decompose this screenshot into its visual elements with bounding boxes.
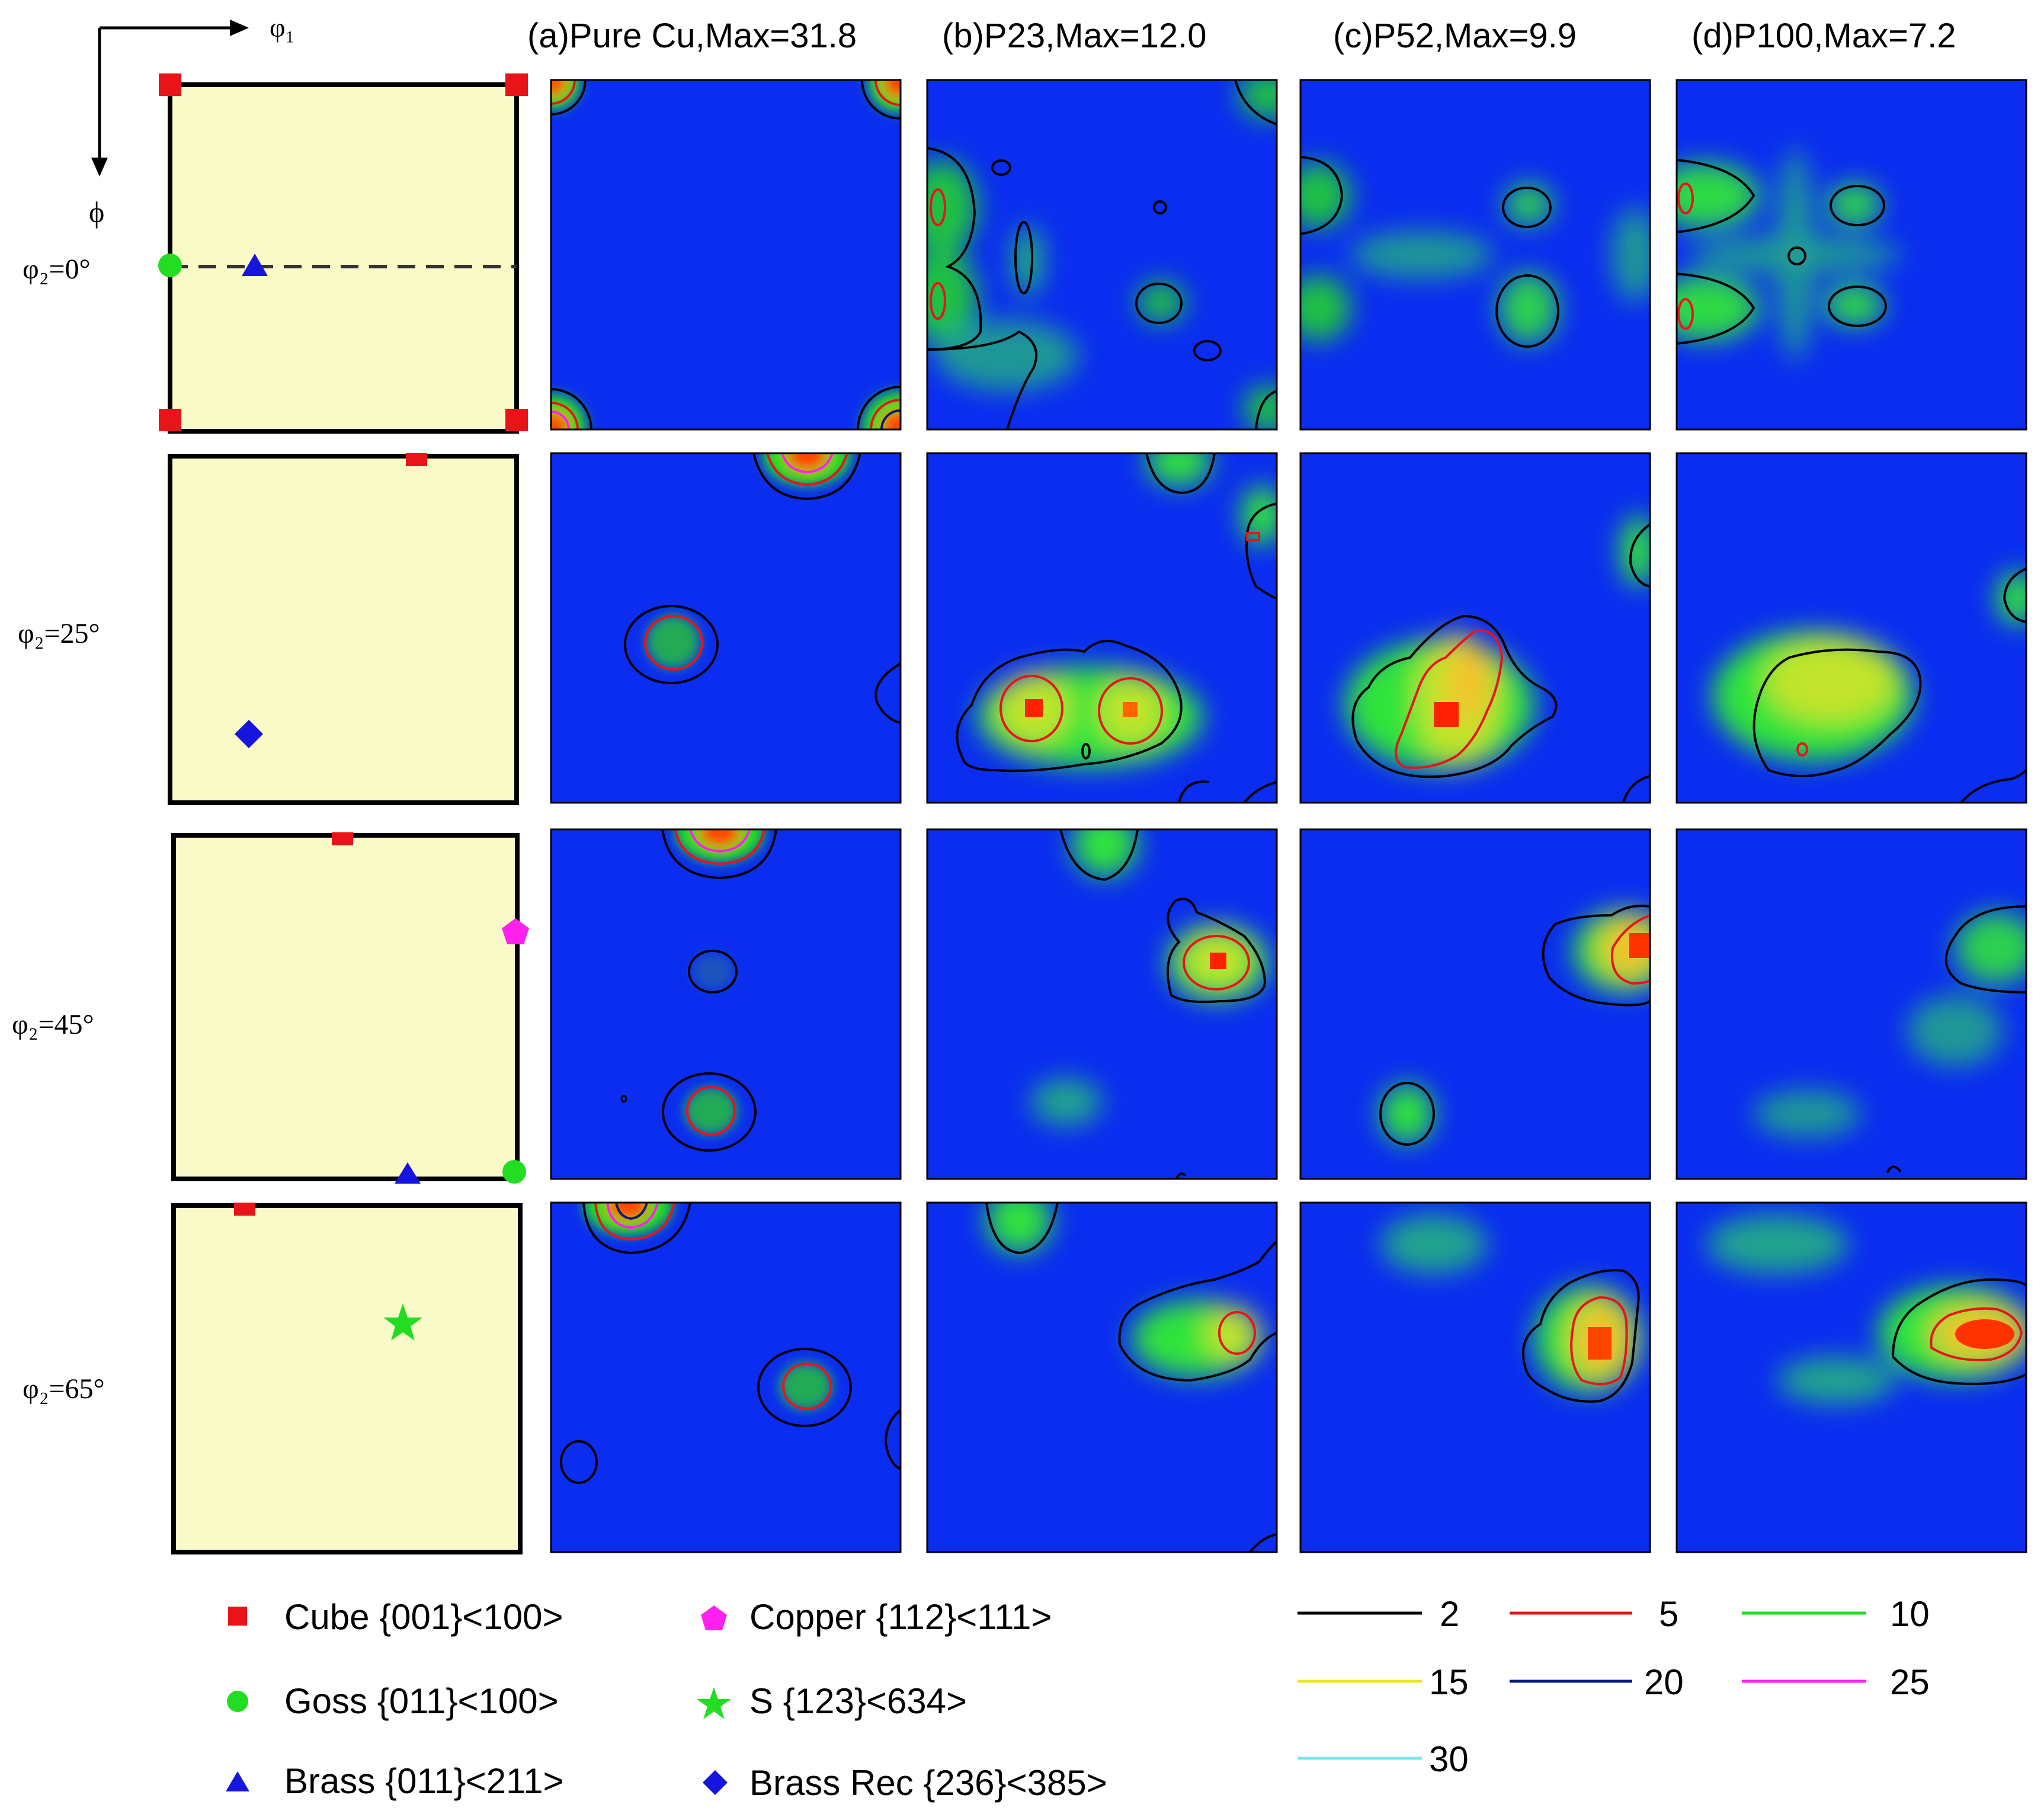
level-label: 15 [1429,1662,1469,1702]
phi-axis-label: ϕ [89,195,104,229]
legend-label: S {123}<634> [749,1681,967,1721]
legend-item-s: S {123}<634> [697,1681,967,1721]
odf-map-p100-phi2-0 [1675,79,2027,431]
odf-map-p23-phi2-25 [926,452,1278,804]
odf-map-p52-phi2-45 [1299,828,1651,1180]
phi-arrowhead [91,158,108,177]
row-label-phi2-65: φ₂=65° [23,1373,105,1405]
level-20: 20 [1510,1662,1684,1702]
cube-marker [159,409,181,431]
legend-item-cube: Cube {001}<100> [228,1597,563,1637]
level-25: 25 [1742,1662,1930,1702]
odf-map-p23-phi2-65 [926,1201,1278,1553]
cube-marker [505,73,528,96]
map-background [1300,829,1650,1179]
brass-rec-marker [235,720,263,748]
cube-marker [406,453,427,466]
goss-marker [158,254,182,277]
column-title-p100: (d)P100,Max=7.2 [1691,17,1956,55]
schematic-box [168,82,519,434]
schematic-box [168,454,519,805]
odf-map-p100-phi2-45 [1675,828,2027,1180]
odf-map-p52-phi2-65 [1299,1201,1651,1553]
square-symbol-icon [228,1607,247,1626]
phi1-axis-label: φ₁ [270,12,295,43]
odf-map-p52-phi2-0 [1299,79,1651,431]
cube-marker [234,1203,255,1216]
row-label-phi2-0: φ₂=0° [23,254,91,285]
level-label: 5 [1659,1594,1678,1634]
level-label: 25 [1890,1662,1930,1702]
odf-map-pure-cu-phi2-25 [550,452,902,804]
diamond-symbol-icon [703,1770,728,1795]
legend-item-copper: Copper {112}<111> [701,1597,1052,1637]
level-label: 20 [1644,1662,1684,1702]
legend-item-goss: Goss {011}<100> [227,1681,559,1721]
odf-map-p100-phi2-25 [1675,452,2027,804]
legend-label: Copper {112}<111> [749,1597,1052,1637]
brass-marker [395,1162,421,1184]
column-title-pure-cu: (a)Pure Cu,Max=31.8 [527,17,857,55]
legend-levels: 2 5 10 15 20 25 30 [1297,1594,1930,1779]
brass-marker [242,254,268,276]
row-labels: φ₂=0° φ₂=25° φ₂=45° φ₂=65° [12,254,105,1405]
level-label: 30 [1429,1739,1469,1779]
phi1-arrowhead [230,20,249,36]
legend-components: Cube {001}<100> Goss {011}<100> Brass {0… [226,1597,1107,1803]
level-label: 10 [1890,1594,1930,1634]
schematic-box [171,1203,523,1554]
legend-label: Brass {011}<211> [284,1761,564,1801]
legend-label: Cube {001}<100> [284,1597,563,1637]
legend-item-brass-rec: Brass Rec {236}<385> [703,1763,1107,1803]
level-5: 5 [1510,1594,1678,1634]
map-background [927,1203,1277,1552]
column-title-p23: (b)P23,Max=12.0 [942,17,1207,55]
odf-map-p100-phi2-65 [1675,1201,2027,1553]
schematic-panel-phi2-65 [171,1203,523,1554]
map-background [551,1203,901,1552]
level-label: 2 [1440,1594,1459,1634]
level-10: 10 [1742,1594,1930,1634]
legend-label: Goss {011}<100> [284,1681,559,1721]
odf-map-pure-cu-phi2-65 [550,1201,902,1553]
cube-marker [505,409,528,431]
cube-marker [159,73,181,96]
legend-item-brass: Brass {011}<211> [226,1761,564,1801]
pentagon-symbol-icon [701,1605,727,1630]
odf-map-p23-phi2-45 [926,828,1278,1180]
s-marker [383,1303,422,1341]
schematic-box [171,833,520,1181]
copper-marker [502,918,529,944]
row-label-phi2-45: φ₂=45° [12,1009,94,1040]
circle-symbol-icon [227,1691,248,1712]
odf-map-pure-cu-phi2-0 [550,79,902,431]
star-symbol-icon [697,1687,731,1719]
axis-arrows: φ₁ ϕ [89,12,295,229]
schematic-panel-phi2-45 [171,832,529,1184]
cube-marker [332,832,353,845]
level-30: 30 [1297,1739,1469,1779]
triangle-symbol-icon [226,1771,249,1791]
odf-map-pure-cu-phi2-45 [550,828,902,1180]
map-background [927,829,1277,1179]
schematic-panel-phi2-0 [158,73,528,434]
schematic-panel-phi2-25 [168,453,519,805]
odf-map-p52-phi2-25 [1299,452,1651,804]
odf-map-p23-phi2-0 [926,79,1278,431]
legend-label: Brass Rec {236}<385> [749,1763,1107,1803]
goss-marker [502,1160,526,1184]
level-15: 15 [1297,1662,1469,1702]
level-2: 2 [1297,1594,1459,1634]
column-title-p52: (c)P52,Max=9.9 [1333,17,1577,55]
map-background [551,80,901,429]
column-titles: (a)Pure Cu,Max=31.8 (b)P23,Max=12.0 (c)P… [527,17,1956,55]
row-label-phi2-25: φ₂=25° [18,618,100,649]
map-background [551,453,901,803]
